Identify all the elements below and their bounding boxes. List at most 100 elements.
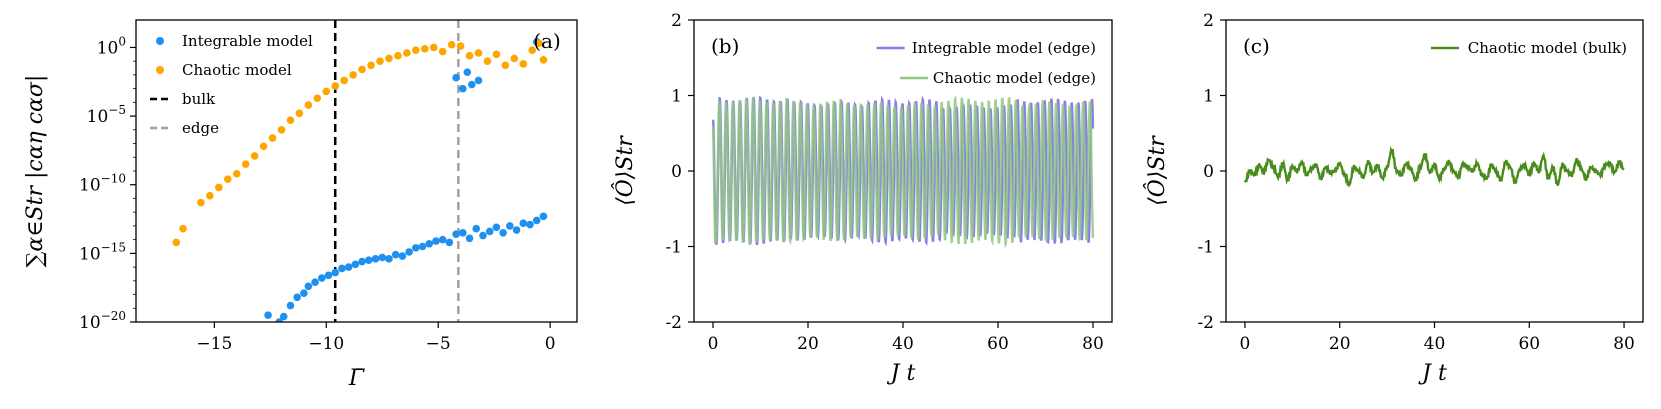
legend-label: Integrable model (edge) — [912, 39, 1096, 57]
data-point-chaotic — [539, 56, 548, 64]
y-axis-label: ⟨Ô⟩Str — [611, 135, 638, 206]
data-point-integrable — [463, 68, 472, 76]
x-axis-label: J t — [887, 361, 916, 386]
data-point-chaotic — [313, 94, 322, 103]
data-point-integrable — [418, 242, 427, 251]
axes-frame — [1225, 19, 1644, 323]
data-point-integrable — [398, 252, 407, 260]
data-point-chaotic — [172, 238, 181, 247]
data-point-integrable — [385, 255, 393, 263]
data-point-integrable — [519, 219, 528, 227]
x-tick-label: 60 — [1518, 334, 1540, 354]
data-point-integrable — [264, 311, 272, 319]
y-tick-label: 0 — [1203, 162, 1214, 182]
data-point-chaotic — [232, 169, 241, 178]
legend-label: bulk — [182, 90, 216, 108]
y-tick-label: 0 — [671, 162, 682, 182]
data-point-chaotic — [349, 71, 357, 79]
data-point-integrable — [438, 235, 447, 244]
x-tick-label: 40 — [1424, 334, 1446, 354]
data-point-integrable — [445, 238, 454, 247]
data-point-integrable — [474, 76, 483, 85]
data-point-chaotic — [403, 49, 411, 57]
data-point-chaotic — [447, 40, 456, 49]
data-point-integrable — [512, 226, 521, 234]
y-axis-label: ⟨Ô⟩Str — [1143, 135, 1170, 206]
y-tick-label: 10−10 — [79, 172, 126, 196]
data-point-chaotic — [179, 224, 187, 233]
data-point-chaotic — [535, 39, 543, 48]
data-point-integrable — [318, 274, 326, 282]
panel-label: (c) — [1243, 34, 1270, 58]
data-point-chaotic — [331, 82, 340, 90]
x-tick-label: 20 — [797, 334, 819, 354]
x-tick-label: −5 — [426, 334, 451, 354]
data-point-chaotic — [268, 134, 277, 142]
data-point-chaotic — [358, 65, 366, 74]
panel-c-line-plot: 0 20 40 60 80 2 1 0 -1 -2 J t ⟨Ô⟩Str (c) Chaotic mode… — [1143, 11, 1644, 386]
data-point-integrable — [539, 212, 548, 221]
panel-b-line-plot: 0 20 40 60 80 2 1 0 -1 -2 J t ⟨Ô⟩Str (b) Integrable m… — [611, 11, 1113, 386]
panel-a-scatter-plot: −15 −10 −5 0 100 10−5 10−10 10−15 10−20 Γ̄ ∑α∈Str … — [23, 19, 578, 391]
data-point-integrable — [532, 216, 541, 225]
x-tick-label: 0 — [545, 334, 556, 354]
data-point-integrable — [358, 257, 366, 266]
data-point-chaotic — [197, 198, 205, 207]
data-point-chaotic — [385, 54, 393, 63]
data-point-integrable — [432, 237, 440, 245]
data-point-chaotic — [215, 183, 223, 192]
data-point-integrable — [485, 227, 494, 236]
y-tick-label: 10−20 — [79, 309, 126, 333]
legend-marker-integrable — [156, 37, 164, 45]
plot-area — [711, 94, 1095, 249]
y-tick-label: 100 — [97, 34, 126, 58]
data-point-chaotic — [367, 61, 375, 70]
data-point-integrable — [492, 223, 501, 232]
y-tick-label: -2 — [665, 313, 682, 333]
plot-area — [1243, 146, 1625, 188]
data-point-chaotic — [492, 50, 501, 59]
data-point-chaotic — [241, 160, 250, 168]
x-tick-label: −15 — [196, 334, 232, 354]
x-tick-label: 80 — [1613, 334, 1635, 354]
data-point-integrable — [331, 268, 340, 277]
data-point-chaotic — [420, 45, 429, 53]
data-point-integrable — [344, 263, 353, 271]
panel-label: (b) — [711, 34, 739, 58]
data-point-chaotic — [501, 61, 510, 70]
x-tick-label: 0 — [1240, 334, 1251, 354]
data-point-integrable — [304, 282, 313, 291]
legend-label: Chaotic model — [182, 61, 292, 79]
data-point-integrable — [286, 301, 295, 310]
x-axis-label: J t — [1418, 361, 1447, 386]
y-tick-label: 1 — [671, 87, 682, 107]
x-tick-label: 80 — [1082, 334, 1104, 354]
y-tick-label: 2 — [671, 11, 682, 31]
data-point-integrable — [425, 239, 434, 248]
data-point-chaotic — [438, 47, 447, 56]
data-point-chaotic — [206, 191, 214, 200]
data-point-integrable — [452, 73, 460, 82]
series-line-0 — [1243, 146, 1625, 188]
plot-area — [172, 20, 548, 322]
series-line-1 — [711, 94, 1095, 249]
data-point-integrable — [378, 253, 387, 262]
y-tick-label: 2 — [1203, 11, 1214, 31]
y-tick-label: -2 — [1197, 313, 1214, 333]
data-point-integrable — [459, 84, 467, 93]
y-tick-label: 10−5 — [87, 103, 126, 127]
data-point-chaotic — [519, 60, 528, 68]
data-point-chaotic — [286, 116, 295, 125]
data-point-chaotic — [465, 51, 474, 60]
data-point-chaotic — [456, 42, 465, 50]
data-point-integrable — [365, 256, 373, 265]
data-point-chaotic — [322, 87, 331, 96]
data-point-chaotic — [483, 57, 492, 65]
data-point-integrable — [311, 278, 319, 286]
data-point-integrable — [479, 231, 487, 240]
data-point-integrable — [405, 248, 413, 256]
data-point-chaotic — [250, 152, 259, 160]
legend: Chaotic model (bulk) — [1431, 39, 1627, 57]
x-tick-label: 0 — [708, 334, 719, 354]
